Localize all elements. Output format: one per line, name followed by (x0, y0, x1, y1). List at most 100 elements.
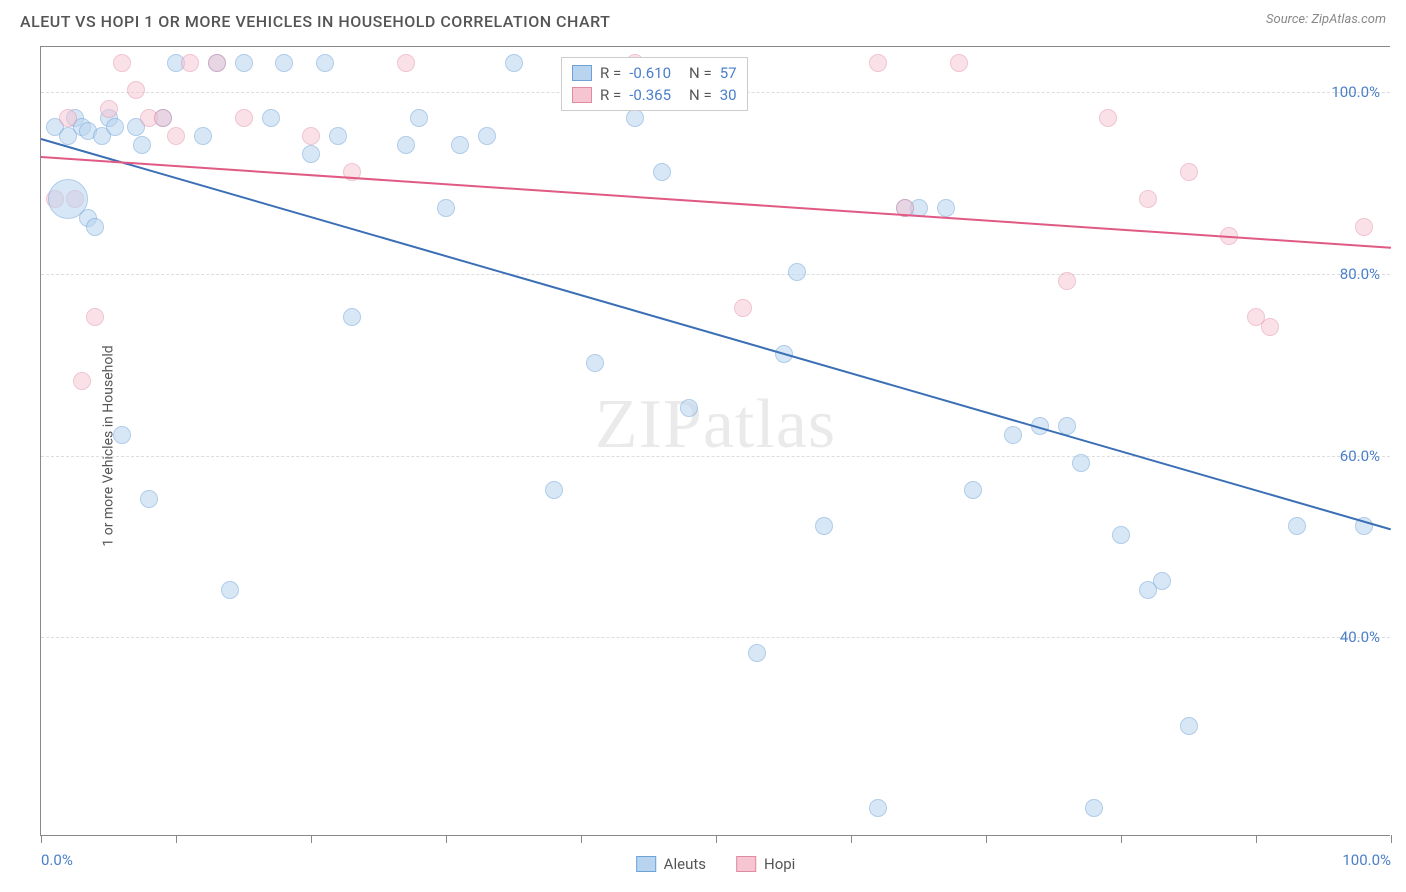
data-point (235, 54, 253, 72)
x-tick (986, 835, 987, 843)
data-point (106, 118, 124, 136)
legend-label: Hopi (764, 855, 795, 873)
data-point (653, 163, 671, 181)
series-legend: Aleuts Hopi (636, 855, 796, 873)
data-point (505, 54, 523, 72)
x-tick (311, 835, 312, 843)
data-point (1288, 517, 1306, 535)
gridline (41, 456, 1390, 457)
data-point (127, 81, 145, 99)
data-point (680, 399, 698, 417)
data-point (302, 145, 320, 163)
stats-legend-row: R =-0.610N =57 (572, 62, 737, 84)
data-point (937, 199, 955, 217)
x-tick-label: 0.0% (41, 851, 73, 869)
data-point (73, 372, 91, 390)
data-point (734, 299, 752, 317)
data-point (869, 54, 887, 72)
chart-title: ALEUT VS HOPI 1 OR MORE VEHICLES IN HOUS… (20, 12, 610, 31)
data-point (1085, 799, 1103, 817)
data-point (397, 54, 415, 72)
data-point (1004, 426, 1022, 444)
legend-item: Hopi (736, 855, 795, 873)
data-point (1058, 272, 1076, 290)
x-tick (1256, 835, 1257, 843)
x-tick (851, 835, 852, 843)
r-value: -0.610 (629, 62, 671, 84)
data-point (451, 136, 469, 154)
data-point (113, 54, 131, 72)
data-point (167, 127, 185, 145)
data-point (545, 481, 563, 499)
data-point (815, 517, 833, 535)
data-point (133, 136, 151, 154)
data-point (964, 481, 982, 499)
data-point (262, 109, 280, 127)
y-tick-label: 100.0% (1331, 83, 1380, 101)
n-value: 30 (720, 84, 737, 106)
data-point (437, 199, 455, 217)
data-point (221, 581, 239, 599)
data-point (1180, 717, 1198, 735)
data-point (343, 308, 361, 326)
scatter-plot-area: ZIPatlas 40.0%60.0%80.0%100.0%0.0%100.0%… (40, 46, 1390, 836)
data-point (1153, 572, 1171, 590)
data-point (478, 127, 496, 145)
data-point (1355, 218, 1373, 236)
title-bar: ALEUT VS HOPI 1 OR MORE VEHICLES IN HOUS… (0, 0, 1406, 39)
x-tick-label: 100.0% (1342, 851, 1391, 869)
data-point (86, 218, 104, 236)
x-tick (1121, 835, 1122, 843)
data-point (410, 109, 428, 127)
data-point (1072, 454, 1090, 472)
stats-legend: R = -0.610 N = 57R = -0.365 N = 30 (561, 57, 748, 111)
data-point (194, 127, 212, 145)
data-point (113, 426, 131, 444)
data-point (1261, 318, 1279, 336)
n-label: N = (689, 84, 712, 106)
data-point (181, 54, 199, 72)
data-point (100, 100, 118, 118)
data-point (329, 127, 347, 145)
x-tick (581, 835, 582, 843)
legend-swatch (572, 65, 592, 81)
legend-label: Aleuts (664, 855, 706, 873)
data-point (48, 179, 88, 219)
x-tick (1391, 835, 1392, 843)
data-point (59, 109, 77, 127)
source-name: ZipAtlas.com (1311, 12, 1386, 27)
stats-legend-row: R = -0.365 N = 30 (572, 84, 737, 106)
data-point (208, 54, 226, 72)
legend-swatch (572, 87, 592, 103)
data-point (154, 109, 172, 127)
y-tick-label: 40.0% (1340, 628, 1380, 646)
data-point (950, 54, 968, 72)
legend-swatch (636, 856, 656, 872)
legend-item: Aleuts (636, 855, 706, 873)
r-label: R = (600, 84, 621, 106)
data-point (869, 799, 887, 817)
data-point (316, 54, 334, 72)
x-tick (716, 835, 717, 843)
watermark-atlas: atlas (703, 386, 836, 463)
x-tick (41, 835, 42, 843)
source-attribution: Source: ZipAtlas.com (1266, 12, 1386, 27)
watermark-zip: ZIP (595, 386, 703, 463)
r-value: -0.365 (629, 84, 671, 106)
data-point (1139, 190, 1157, 208)
data-point (86, 308, 104, 326)
watermark: ZIPatlas (595, 385, 836, 465)
data-point (275, 54, 293, 72)
data-point (586, 354, 604, 372)
n-value: 57 (720, 62, 737, 84)
data-point (1099, 109, 1117, 127)
data-point (1180, 163, 1198, 181)
data-point (397, 136, 415, 154)
data-point (302, 127, 320, 145)
gridline (41, 274, 1390, 275)
x-tick (446, 835, 447, 843)
x-tick (176, 835, 177, 843)
r-label: R = (600, 62, 621, 84)
gridline (41, 637, 1390, 638)
y-tick-label: 80.0% (1340, 265, 1380, 283)
